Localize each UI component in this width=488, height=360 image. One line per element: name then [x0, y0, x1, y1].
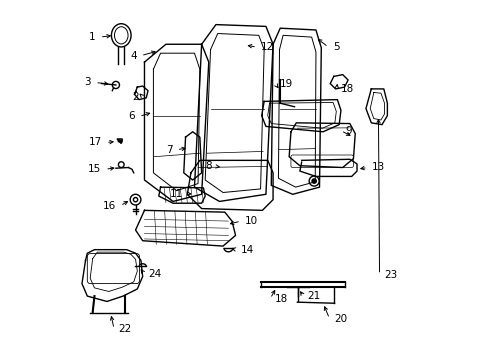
Text: 12: 12	[261, 42, 274, 52]
Text: 22: 22	[118, 324, 131, 334]
Text: 13: 13	[371, 162, 385, 172]
Text: 21: 21	[307, 291, 320, 301]
Text: 6: 6	[128, 111, 135, 121]
Text: 15: 15	[87, 164, 101, 174]
FancyArrow shape	[118, 140, 122, 142]
Text: 19: 19	[279, 79, 292, 89]
Text: 9: 9	[345, 126, 351, 136]
Text: 10: 10	[244, 216, 258, 226]
Text: 1: 1	[89, 32, 95, 42]
Text: 14: 14	[241, 245, 254, 255]
Text: 7: 7	[165, 145, 172, 155]
Text: 17: 17	[88, 138, 102, 148]
Text: 8: 8	[204, 161, 211, 171]
Text: 4: 4	[130, 51, 136, 61]
Text: 24: 24	[148, 269, 161, 279]
Text: 18: 18	[274, 294, 287, 303]
Text: 20: 20	[333, 314, 346, 324]
Text: 2: 2	[131, 92, 138, 102]
Text: 5: 5	[332, 42, 339, 52]
Text: 16: 16	[102, 201, 116, 211]
Text: 23: 23	[383, 270, 396, 280]
Text: 11: 11	[169, 189, 183, 199]
Circle shape	[311, 179, 316, 183]
Text: 18: 18	[340, 84, 353, 94]
Text: 3: 3	[84, 77, 91, 87]
